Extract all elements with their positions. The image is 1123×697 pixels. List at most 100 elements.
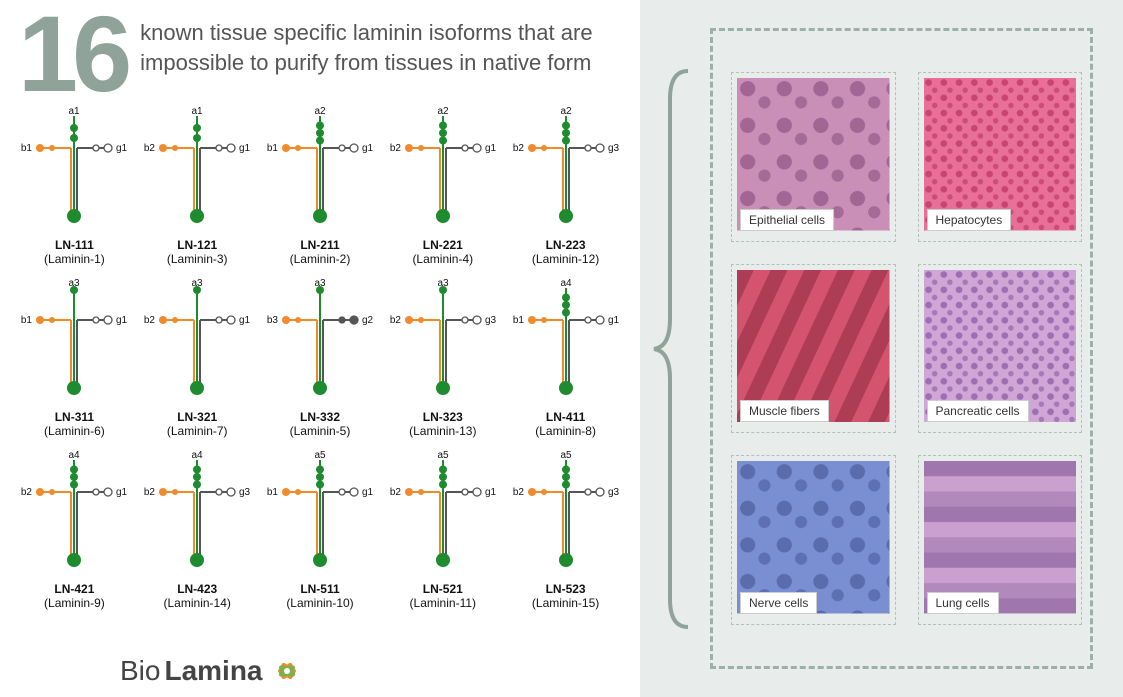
svg-text:b3: b3	[267, 315, 279, 326]
isoform-LN-332: a3b3g2LN-332(Laminin-5)	[264, 276, 377, 438]
svg-text:a2: a2	[437, 106, 449, 117]
svg-text:g1: g1	[362, 143, 374, 154]
isoform-oldname: (Laminin-3)	[167, 252, 228, 266]
isoform-grid: a1b1g1LN-111(Laminin-1)a1b2g1LN-121(Lami…	[18, 104, 622, 610]
headline-text: known tissue specific laminin isoforms t…	[140, 8, 592, 77]
svg-text:a5: a5	[437, 450, 449, 461]
svg-text:g3: g3	[239, 487, 251, 498]
tissue-epithelial-cells: Epithelial cells	[731, 72, 896, 242]
headline-line1: known tissue specific laminin isoforms t…	[140, 20, 592, 45]
isoform-LN-423: a4 b2 g3 LN-423(Laminin-14)	[141, 448, 254, 610]
isoform-LN-111: a1b1g1LN-111(Laminin-1)	[18, 104, 131, 266]
isoform-code: LN-321	[177, 410, 217, 424]
isoform-code: LN-521	[423, 582, 463, 596]
isoform-LN-323: a3b2g3LN-323(Laminin-13)	[386, 276, 499, 438]
svg-text:g1: g1	[239, 315, 251, 326]
svg-text:b2: b2	[390, 315, 402, 326]
tissue-caption: Epithelial cells	[740, 209, 834, 231]
isoform-oldname: (Laminin-6)	[44, 424, 105, 438]
isoform-oldname: (Laminin-2)	[290, 252, 351, 266]
svg-text:g3: g3	[608, 487, 620, 498]
svg-text:b2: b2	[144, 315, 156, 326]
svg-text:a4: a4	[69, 450, 81, 461]
svg-text:g1: g1	[116, 315, 128, 326]
isoform-LN-221: a2 b2 g1 LN-221(Laminin-4)	[386, 104, 499, 266]
tissue-muscle-fibers: Muscle fibers	[731, 264, 896, 434]
isoform-oldname: (Laminin-11)	[410, 596, 476, 610]
isoform-oldname: (Laminin-1)	[44, 252, 105, 266]
svg-text:a4: a4	[560, 278, 572, 289]
isoform-LN-523: a5 b2 g3 LN-523(Laminin-15)	[509, 448, 622, 610]
isoform-code: LN-411	[546, 410, 585, 424]
svg-text:g1: g1	[608, 315, 620, 326]
right-panel: Epithelial cells Hepatocytes Muscle fibe…	[640, 0, 1123, 697]
svg-text:g1: g1	[485, 143, 497, 154]
svg-text:a5: a5	[560, 450, 572, 461]
isoform-oldname: (Laminin-14)	[164, 596, 231, 610]
headline-number: 16	[18, 8, 126, 100]
svg-text:a2: a2	[560, 106, 572, 117]
svg-text:g1: g1	[362, 487, 374, 498]
headline: 16 known tissue specific laminin isoform…	[18, 8, 622, 100]
isoform-code: LN-523	[546, 582, 586, 596]
tissue-pancreatic-cells: Pancreatic cells	[918, 264, 1083, 434]
svg-text:b2: b2	[390, 487, 402, 498]
isoform-code: LN-111	[55, 238, 94, 252]
headline-line2: impossible to purify from tissues in nat…	[140, 50, 591, 75]
isoform-code: LN-421	[54, 582, 94, 596]
isoform-LN-211: a2b1g1LN-211(Laminin-2)	[264, 104, 377, 266]
tissue-caption: Pancreatic cells	[927, 400, 1029, 422]
isoform-LN-121: a1b2g1LN-121(Laminin-3)	[141, 104, 254, 266]
svg-text:a1: a1	[192, 106, 204, 117]
svg-text:a2: a2	[314, 106, 326, 117]
svg-text:g1: g1	[485, 487, 497, 498]
isoform-LN-223: a2 b2 g3 LN-223(Laminin-12)	[509, 104, 622, 266]
biolamina-logo: BioLamina	[120, 651, 307, 691]
tissue-caption: Nerve cells	[740, 592, 817, 614]
isoform-LN-521: a5 b2 g1 LN-521(Laminin-11)	[386, 448, 499, 610]
logo-bold: Lamina	[164, 655, 262, 687]
isoform-oldname: (Laminin-9)	[44, 596, 105, 610]
tissue-hepatocytes: Hepatocytes	[918, 72, 1083, 242]
isoform-oldname: (Laminin-5)	[290, 424, 351, 438]
isoform-code: LN-311	[55, 410, 94, 424]
svg-text:b2: b2	[144, 487, 156, 498]
logo-thin: Bio	[120, 655, 160, 687]
tissue-caption: Lung cells	[927, 592, 999, 614]
isoform-oldname: (Laminin-4)	[412, 252, 473, 266]
svg-text:b2: b2	[390, 143, 402, 154]
isoform-code: LN-211	[300, 238, 339, 252]
tissue-caption: Muscle fibers	[740, 400, 829, 422]
isoform-LN-511: a5b1g1LN-511(Laminin-10)	[264, 448, 377, 610]
isoform-LN-321: a3b2g1LN-321(Laminin-7)	[141, 276, 254, 438]
isoform-oldname: (Laminin-7)	[167, 424, 228, 438]
svg-text:g1: g1	[239, 143, 251, 154]
svg-text:g1: g1	[116, 143, 128, 154]
tissue-nerve-cells: Nerve cells	[731, 455, 896, 625]
svg-text:b1: b1	[267, 487, 279, 498]
svg-text:b1: b1	[512, 315, 524, 326]
tissue-box: Epithelial cells Hepatocytes Muscle fibe…	[710, 28, 1093, 669]
bracket-icon	[652, 69, 692, 629]
svg-text:g3: g3	[485, 315, 497, 326]
isoform-LN-311: a3b1g1LN-311(Laminin-6)	[18, 276, 131, 438]
isoform-code: LN-511	[300, 582, 339, 596]
isoform-LN-421: a4 b2 g1 LN-421(Laminin-9)	[18, 448, 131, 610]
isoform-oldname: (Laminin-15)	[532, 596, 599, 610]
svg-text:a5: a5	[314, 450, 326, 461]
tissue-caption: Hepatocytes	[927, 209, 1012, 231]
svg-text:b2: b2	[512, 487, 524, 498]
isoform-oldname: (Laminin-12)	[532, 252, 599, 266]
isoform-code: LN-223	[546, 238, 586, 252]
isoform-code: LN-121	[177, 238, 217, 252]
svg-text:g3: g3	[608, 143, 620, 154]
svg-text:g1: g1	[116, 487, 128, 498]
svg-text:b1: b1	[21, 315, 33, 326]
isoform-LN-411: a4b1g1LN-411(Laminin-8)	[509, 276, 622, 438]
isoform-code: LN-221	[423, 238, 463, 252]
svg-text:b2: b2	[21, 487, 33, 498]
svg-text:b2: b2	[512, 143, 524, 154]
svg-text:a4: a4	[192, 450, 204, 461]
isoform-code: LN-423	[177, 582, 217, 596]
svg-text:a1: a1	[69, 106, 81, 117]
